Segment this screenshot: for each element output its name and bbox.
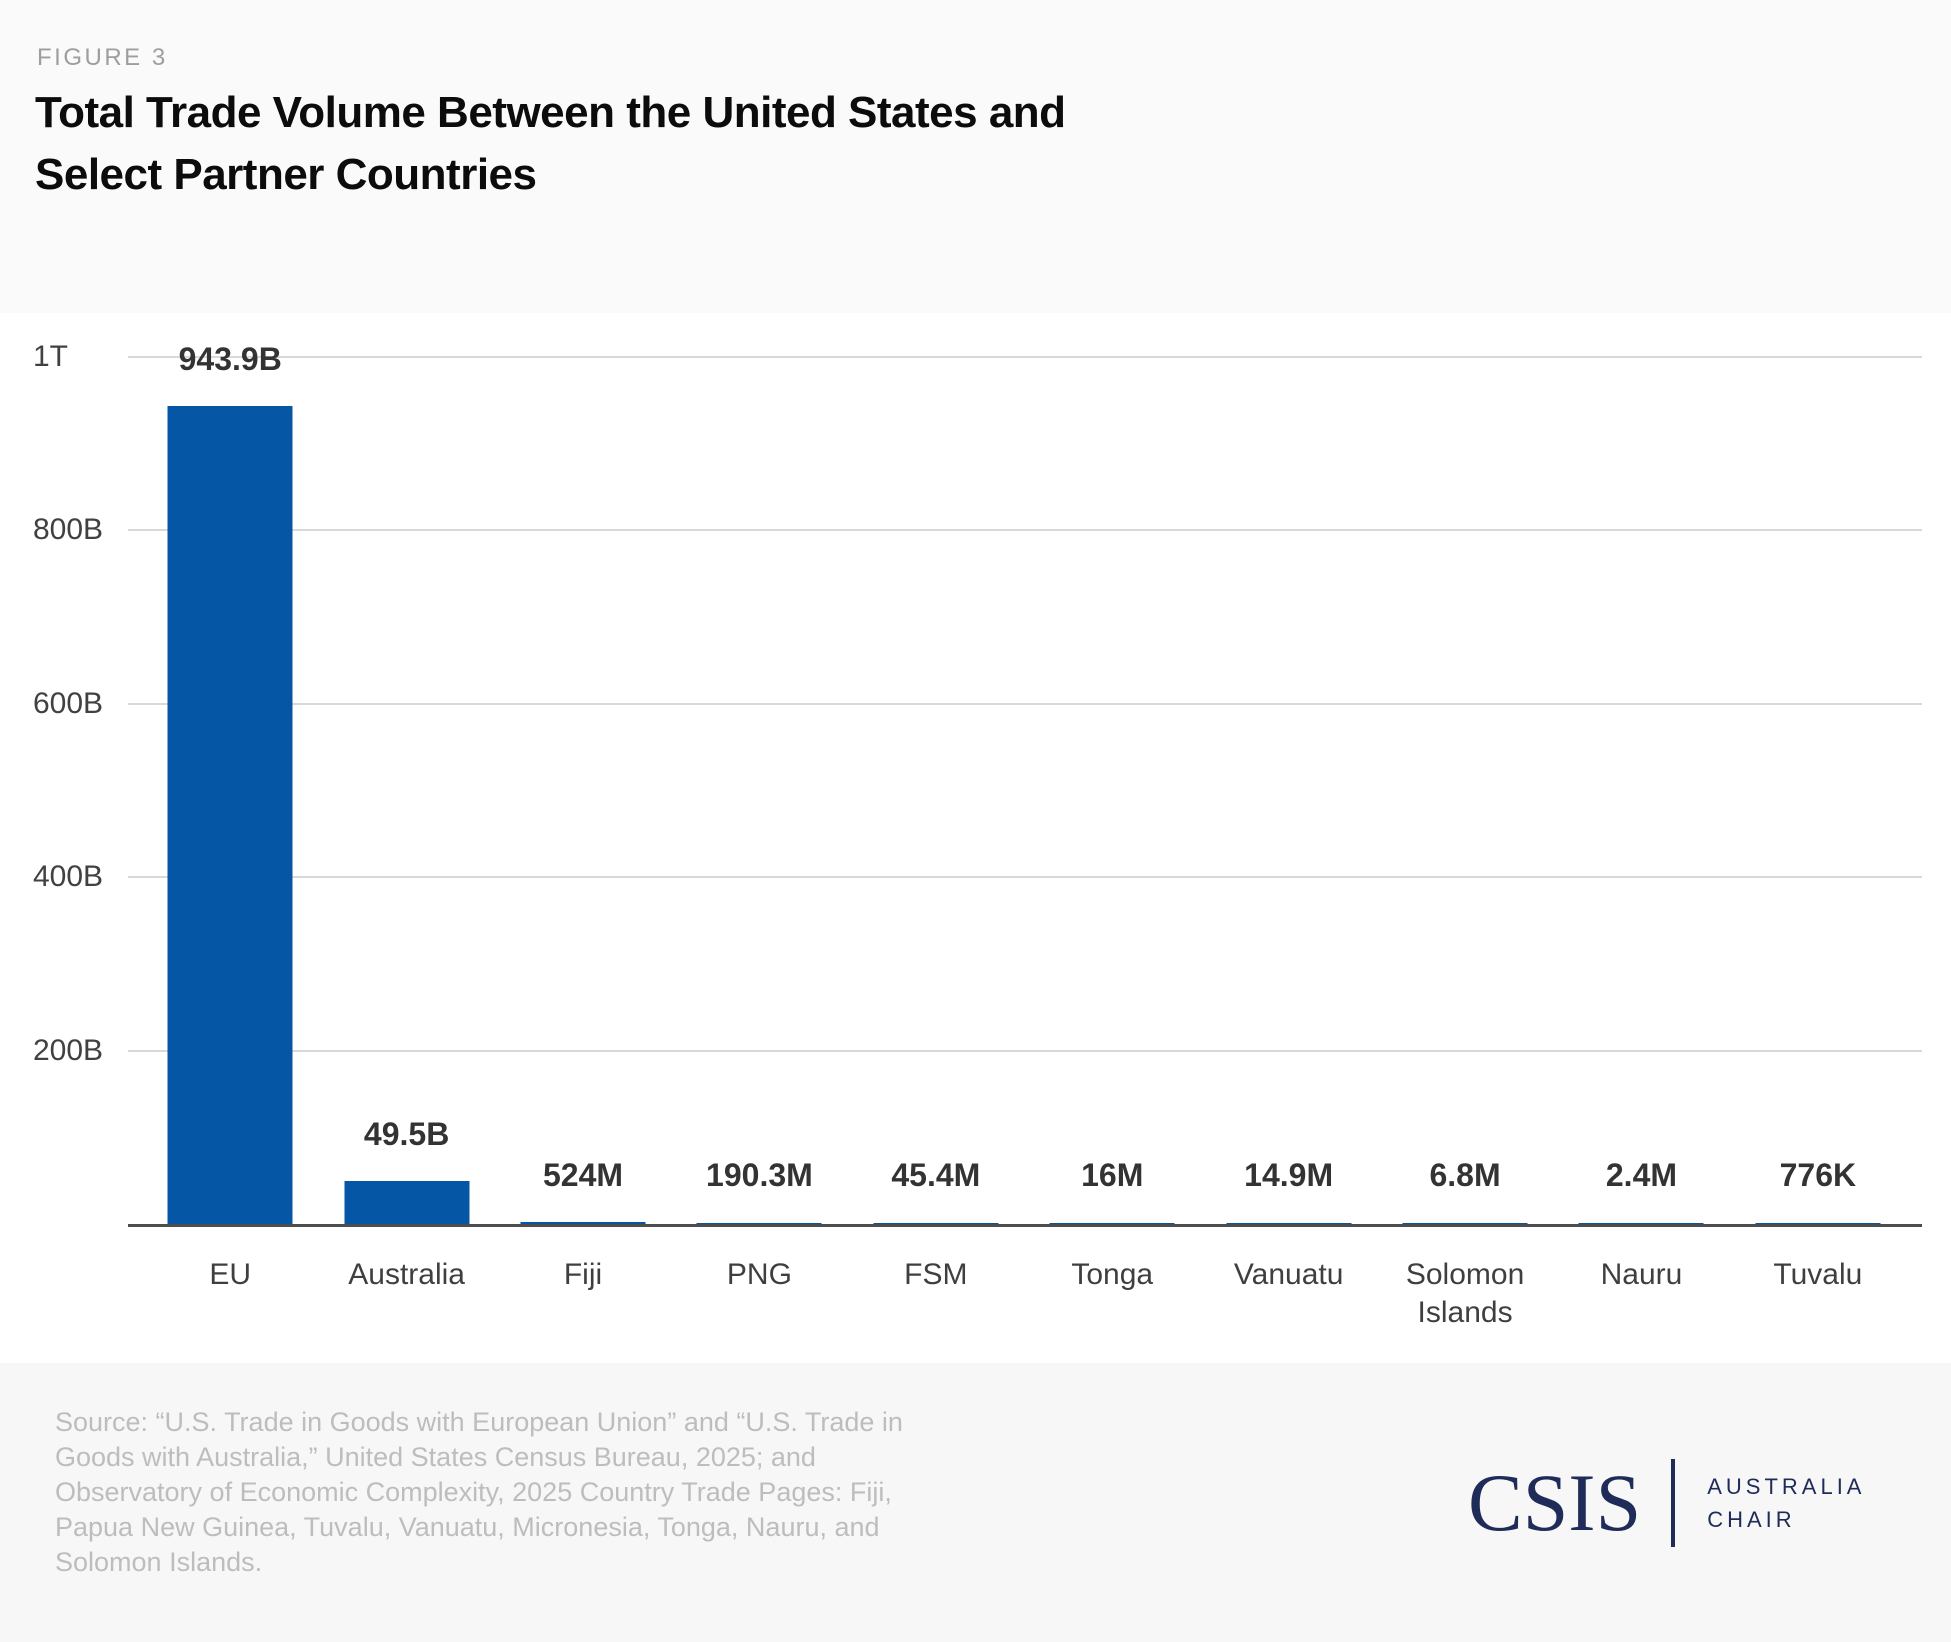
figure-number-label: FIGURE 3 xyxy=(37,44,168,71)
bar-band-Nauru: 2.4M xyxy=(1553,313,1729,1224)
x-axis-baseline xyxy=(128,1224,1922,1227)
gridline-800B xyxy=(128,529,1922,532)
bar-band-FSM: 45.4M xyxy=(848,313,1024,1224)
source-note-line: Observatory of Economic Complexity, 2025… xyxy=(55,1477,892,1507)
bar-value-label: 6.8M xyxy=(1429,1157,1501,1193)
x-axis-label: Nauru xyxy=(1600,1258,1683,1291)
bar-band-PNG: 190.3M xyxy=(671,313,847,1224)
bar-band-Tuvalu: 776K xyxy=(1730,313,1906,1224)
bar-band-Australia: 49.5B xyxy=(318,313,494,1224)
logo-divider xyxy=(1671,1459,1676,1547)
x-axis-label: Australia xyxy=(348,1258,465,1291)
source-note: Source: “U.S. Trade in Goods with Europe… xyxy=(55,1405,903,1580)
figure-footer: Source: “U.S. Trade in Goods with Europe… xyxy=(0,1363,1951,1642)
source-note-line: Papua New Guinea, Tuvalu, Vanuatu, Micro… xyxy=(55,1512,880,1542)
x-axis-labels: EU Australia Fiji PNG FSM Tonga Vanuatu Solomon… xyxy=(142,1256,1906,1332)
bar xyxy=(873,1223,999,1224)
gridline-200B xyxy=(128,1049,1922,1052)
bar xyxy=(520,1222,646,1224)
bar-chart: 1T 800B 600B 400B 200B 943.9B 49.5B 524M 190.3M… xyxy=(0,313,1951,1363)
x-axis-label: Tuvalu xyxy=(1773,1258,1863,1291)
x-axis-label: Solomon Islands xyxy=(1405,1258,1525,1329)
chart-title-line-1: Total Trade Volume Between the United St… xyxy=(35,88,1066,137)
chart-title: Total Trade Volume Between the United St… xyxy=(35,82,1066,206)
x-axis-label: PNG xyxy=(726,1258,792,1291)
gridline-400B xyxy=(128,876,1922,879)
bar-value-label: 524M xyxy=(542,1157,624,1193)
bar xyxy=(1578,1223,1704,1224)
logo-program-line-1: AUSTRALIA xyxy=(1707,1474,1866,1499)
logo-program-name: AUSTRALIA CHAIR xyxy=(1707,1470,1865,1536)
bar-band-Fiji: 524M xyxy=(495,313,671,1224)
bar-value-label: 943.9B xyxy=(178,340,282,377)
y-tick-label: 400B xyxy=(33,860,104,894)
bar xyxy=(344,1181,470,1224)
bar-band-Tonga: 16M xyxy=(1024,313,1200,1224)
x-axis-label: Tonga xyxy=(1071,1258,1154,1291)
y-tick-label: 1T xyxy=(33,340,69,373)
bar xyxy=(1402,1223,1528,1224)
x-axis-label: Fiji xyxy=(563,1258,603,1291)
gridline-1T xyxy=(128,356,1922,358)
bar-value-label: 2.4M xyxy=(1605,1157,1678,1193)
bar xyxy=(1755,1223,1881,1224)
source-note-line: Solomon Islands. xyxy=(55,1547,263,1577)
source-note-line: Source: “U.S. Trade in Goods with Europe… xyxy=(55,1407,903,1437)
bar-value-label: 45.4M xyxy=(891,1157,981,1193)
gridline-600B xyxy=(128,702,1922,705)
y-tick-label: 800B xyxy=(33,513,104,547)
bar-value-label: 14.9M xyxy=(1244,1157,1334,1193)
bar-value-label: 190.3M xyxy=(706,1157,813,1193)
x-axis-label: FSM xyxy=(904,1258,968,1291)
y-tick-label: 600B xyxy=(33,686,104,720)
bar-value-label: 49.5B xyxy=(363,1116,450,1153)
bar-band-Vanuatu: 14.9M xyxy=(1200,313,1376,1224)
csis-logo: CSIS AUSTRALIA CHAIR xyxy=(1468,1459,1865,1547)
x-axis-label: Vanuatu xyxy=(1233,1258,1344,1291)
csis-wordmark: CSIS xyxy=(1468,1457,1642,1548)
logo-program-line-2: CHAIR xyxy=(1707,1507,1796,1532)
x-axis-label: EU xyxy=(209,1258,252,1291)
bar-band-EU: 943.9B xyxy=(142,313,318,1224)
bar xyxy=(696,1223,822,1224)
bars-plot-area: 943.9B 49.5B 524M 190.3M 45.4M 16M 14.9M 6.8M 2.… xyxy=(142,313,1906,1224)
figure-header: FIGURE 3 Total Trade Volume Between the … xyxy=(0,0,1951,313)
bar xyxy=(1049,1223,1175,1224)
bar xyxy=(1226,1223,1352,1224)
bar xyxy=(167,405,293,1224)
chart-title-line-2: Select Partner Countries xyxy=(35,150,537,199)
source-note-line: Goods with Australia,” United States Cen… xyxy=(55,1442,816,1472)
bar-value-label: 16M xyxy=(1081,1157,1144,1193)
y-tick-label: 200B xyxy=(33,1033,104,1067)
bar-band-Solomon Islands: 6.8M xyxy=(1377,313,1553,1224)
bar-value-label: 776K xyxy=(1779,1157,1857,1193)
